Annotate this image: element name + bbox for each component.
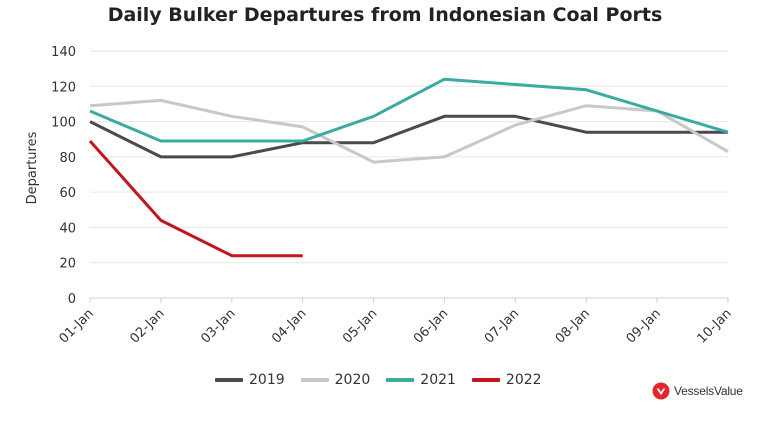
series-line-2021 xyxy=(89,77,729,143)
legend: 2019 2020 2021 2022 xyxy=(215,372,542,388)
x-tick-label: 05-Jan xyxy=(340,306,380,346)
legend-item-2020: 2020 xyxy=(300,372,371,388)
y-tick-label: 0 xyxy=(68,292,76,307)
legend-label: 2022 xyxy=(505,372,542,388)
y-axis-title: Departures xyxy=(25,131,40,204)
x-tick-label: 02-Jan xyxy=(127,306,167,346)
legend-item-2021: 2021 xyxy=(386,372,456,388)
legend-swatch xyxy=(386,378,415,382)
chart-title: Daily Bulker Departures from Indonesian … xyxy=(107,4,663,26)
series-line-2019 xyxy=(89,114,728,159)
vesselsvalue-logo-icon xyxy=(652,382,670,400)
grid-lines xyxy=(90,50,728,264)
x-tick-label: 09-Jan xyxy=(624,306,664,346)
x-tick-label: 06-Jan xyxy=(411,306,451,346)
y-tick-label: 40 xyxy=(59,221,76,236)
brand-logo: VesselsValue xyxy=(652,382,743,400)
legend-item-2019: 2019 xyxy=(215,372,285,388)
y-tick-label: 20 xyxy=(59,257,76,272)
series-line-2022 xyxy=(88,140,303,258)
legend-label: 2019 xyxy=(249,372,285,388)
legend-label: 2020 xyxy=(334,372,371,388)
axes xyxy=(89,297,729,303)
y-tick-label: 140 xyxy=(51,45,76,60)
legend-swatch xyxy=(300,378,329,382)
x-tick-label: 01-Jan xyxy=(57,306,97,346)
legend-label: 2021 xyxy=(420,372,456,388)
series-line-2020 xyxy=(89,98,729,164)
x-tick-label: 07-Jan xyxy=(482,306,522,346)
y-tick-label: 120 xyxy=(51,80,76,95)
x-tick-label: 03-Jan xyxy=(198,306,238,346)
y-tick-label: 60 xyxy=(59,186,76,201)
legend-swatch xyxy=(471,378,500,382)
series-lines xyxy=(88,77,729,258)
legend-swatch xyxy=(215,378,243,382)
y-tick-label: 100 xyxy=(51,116,76,131)
brand-name: VesselsValue xyxy=(674,384,743,398)
legend-item-2022: 2022 xyxy=(471,372,542,388)
x-tick-label: 10-Jan xyxy=(695,306,735,346)
x-tick-label: 04-Jan xyxy=(269,306,309,346)
x-tick-label: 08-Jan xyxy=(553,306,593,346)
y-tick-label: 80 xyxy=(59,151,76,166)
tick-labels: 0 20 40 60 80 100 120 140 01-Jan 02-Jan 03-Jan 04-J… xyxy=(51,45,735,347)
